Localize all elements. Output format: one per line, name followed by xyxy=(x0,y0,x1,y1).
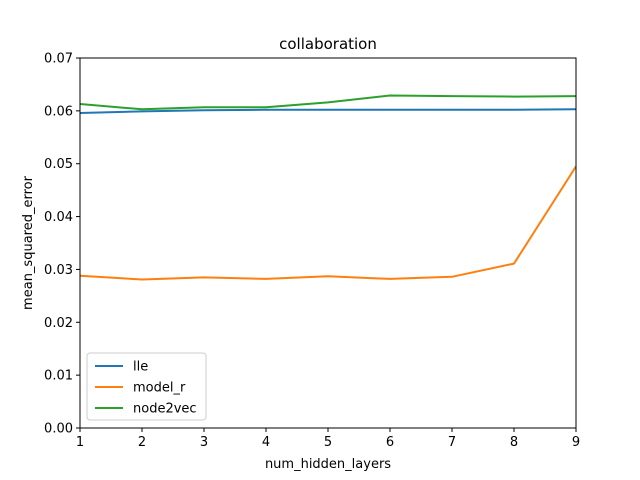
y-axis: 0.00 0.01 0.02 0.03 0.04 0.05 0.06 0.07 xyxy=(44,52,80,437)
chart-title: collaboration xyxy=(279,35,377,53)
y-tick-label: 0.01 xyxy=(44,369,73,384)
x-tick-label: 4 xyxy=(262,435,270,450)
legend-label-model_r: model_r xyxy=(133,381,186,396)
x-tick-label: 3 xyxy=(200,435,208,450)
x-axis-label: num_hidden_layers xyxy=(265,457,391,472)
legend-box xyxy=(86,352,207,421)
x-tick-label: 1 xyxy=(76,435,84,450)
x-axis: 1 2 3 4 5 6 7 8 9 xyxy=(76,428,580,450)
series-line-lle xyxy=(80,108,576,114)
x-tick-label: 9 xyxy=(572,435,580,450)
x-tick-label: 6 xyxy=(386,435,394,450)
y-tick-label: 0.00 xyxy=(44,422,73,437)
y-tick-label: 0.06 xyxy=(44,104,73,119)
series-line-model_r xyxy=(80,165,576,281)
legend-label-lle: lle xyxy=(133,360,148,375)
x-tick-label: 8 xyxy=(510,435,518,450)
legend-label-node2vec: node2vec xyxy=(133,402,197,417)
y-axis-label: mean_squared_error xyxy=(21,175,36,310)
y-tick-label: 0.03 xyxy=(44,263,73,278)
x-tick-label: 7 xyxy=(448,435,456,450)
y-tick-label: 0.05 xyxy=(44,157,73,172)
y-tick-label: 0.07 xyxy=(44,52,73,67)
y-tick-label: 0.04 xyxy=(44,210,73,225)
series-line-node2vec xyxy=(80,94,576,111)
y-tick-label: 0.02 xyxy=(44,316,73,331)
x-tick-label: 2 xyxy=(138,435,146,450)
x-tick-label: 5 xyxy=(324,435,332,450)
legend: lle model_r node2vec xyxy=(86,352,207,421)
